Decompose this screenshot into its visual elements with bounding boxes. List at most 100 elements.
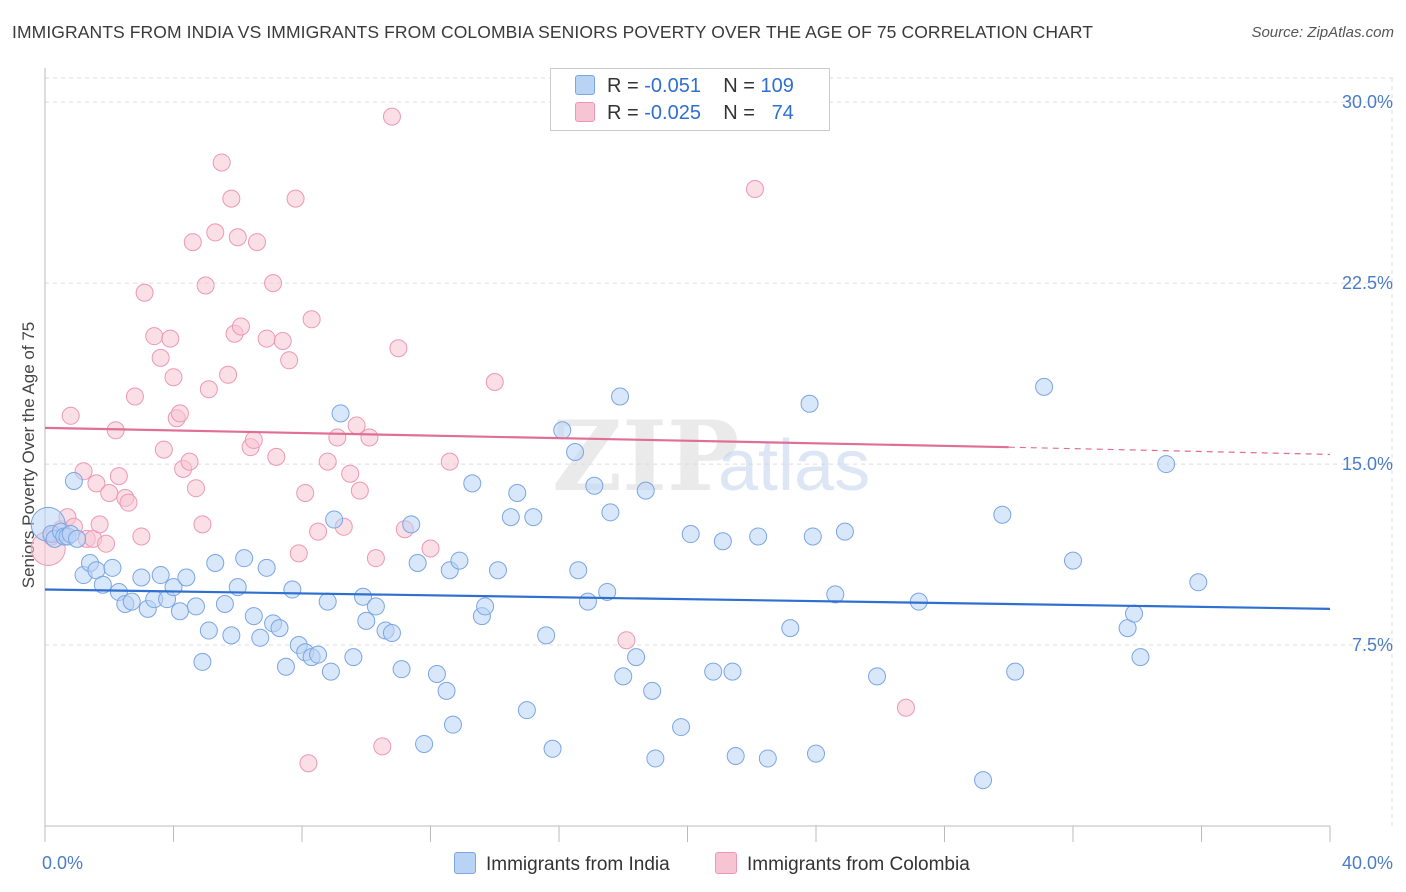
colombia-point — [280, 351, 299, 370]
colombia-point — [186, 479, 205, 498]
india-point — [463, 474, 482, 493]
india-point — [415, 734, 434, 753]
india-point — [758, 749, 777, 768]
india-point — [235, 549, 254, 568]
india-point — [1064, 551, 1082, 570]
colombia-point — [151, 348, 170, 367]
india-point — [585, 476, 604, 495]
colombia-point — [231, 317, 250, 336]
india-point — [704, 662, 723, 681]
legend-swatch-india — [575, 75, 595, 95]
colombia-point — [199, 380, 218, 399]
india-point — [681, 525, 700, 544]
india-point — [868, 667, 887, 686]
colombia-point — [193, 515, 212, 534]
india-point — [1006, 662, 1025, 681]
india-points — [30, 377, 1208, 790]
chart-title: IMMIGRANTS FROM INDIA VS IMMIGRANTS FROM… — [12, 22, 1094, 42]
colombia-point — [257, 329, 276, 348]
colombia-point — [161, 329, 180, 348]
india-point — [826, 585, 845, 604]
india-point — [251, 628, 270, 647]
colombia-point — [745, 179, 764, 198]
colombia-point — [145, 327, 164, 346]
legend-n-label: N = — [723, 102, 755, 124]
y-tick-label: 30.0% — [1342, 92, 1393, 112]
colombia-point — [228, 228, 247, 247]
india-point — [601, 503, 620, 522]
india-point — [1189, 573, 1208, 592]
india-point — [517, 701, 536, 720]
india-point — [781, 619, 800, 638]
axes — [44, 68, 1331, 842]
colombia-trend-line — [44, 426, 1009, 449]
legend-swatch-colombia — [575, 102, 595, 122]
india-point — [723, 662, 742, 681]
colombia-point — [119, 493, 138, 512]
india-point — [488, 561, 507, 580]
legend-r-value-colombia: -0.025 — [644, 102, 701, 124]
india-point — [749, 527, 768, 546]
colombia-point — [485, 373, 504, 392]
colombia-point — [296, 484, 315, 503]
colombia-point — [382, 107, 401, 126]
bottom-legend-swatch-india — [454, 852, 476, 874]
colombia-point — [328, 428, 347, 447]
india-point — [713, 532, 732, 551]
legend-row-colombia: R = -0.025 N = 74 — [575, 102, 794, 128]
india-point — [321, 662, 340, 681]
india-point — [1125, 604, 1144, 623]
colombia-point — [421, 539, 440, 558]
colombia-point — [273, 332, 292, 351]
colombia-point — [289, 544, 308, 563]
india-point — [382, 623, 401, 642]
india-point — [132, 568, 151, 587]
india-point — [103, 558, 122, 577]
colombia-point — [170, 404, 189, 423]
colombia-point — [617, 631, 636, 650]
colombia-point — [135, 283, 154, 302]
bottom-legend-swatch-colombia — [715, 852, 737, 874]
legend-row-india: R = -0.051 N = 109 — [575, 75, 794, 101]
trend-lines — [44, 426, 1331, 610]
colombia-point — [341, 464, 360, 483]
bottom-legend-label-india: Immigrants from India — [486, 854, 670, 875]
bottom-legend-india: Immigrants from India — [454, 852, 670, 876]
india-point — [366, 597, 385, 616]
colombia-point — [366, 549, 385, 568]
india-point — [199, 621, 218, 640]
india-point — [569, 561, 588, 580]
y-tick-label: 7.5% — [1352, 635, 1393, 655]
bottom-legend-colombia: Immigrants from Colombia — [715, 852, 970, 876]
colombia-point — [360, 428, 379, 447]
india-point — [643, 681, 662, 700]
india-point — [443, 715, 462, 734]
india-point — [244, 607, 263, 626]
india-point — [450, 551, 469, 570]
india-point — [726, 747, 745, 766]
india-point — [354, 587, 373, 606]
india-point — [215, 595, 234, 614]
x-tick-labels: 0.0% 40.0% — [42, 853, 1393, 873]
colombia-point — [132, 527, 151, 546]
india-point — [543, 739, 562, 758]
india-point — [392, 660, 411, 679]
colombia-point — [248, 233, 267, 252]
india-point — [309, 645, 328, 664]
india-point — [974, 771, 993, 790]
colombia-point — [100, 484, 119, 503]
colombia-point — [440, 452, 459, 471]
colombia-point — [302, 310, 321, 329]
india-point — [186, 597, 205, 616]
india-point — [636, 481, 655, 500]
colombia-point — [219, 365, 238, 384]
colombia-point — [350, 481, 369, 500]
colombia-point — [196, 276, 215, 295]
legend-r-value-india: -0.051 — [644, 75, 701, 97]
india-point — [807, 744, 825, 763]
india-point — [800, 394, 819, 413]
india-point — [151, 566, 170, 585]
india-point — [598, 582, 617, 601]
india-point — [1157, 455, 1176, 474]
colombia-point — [206, 223, 225, 242]
